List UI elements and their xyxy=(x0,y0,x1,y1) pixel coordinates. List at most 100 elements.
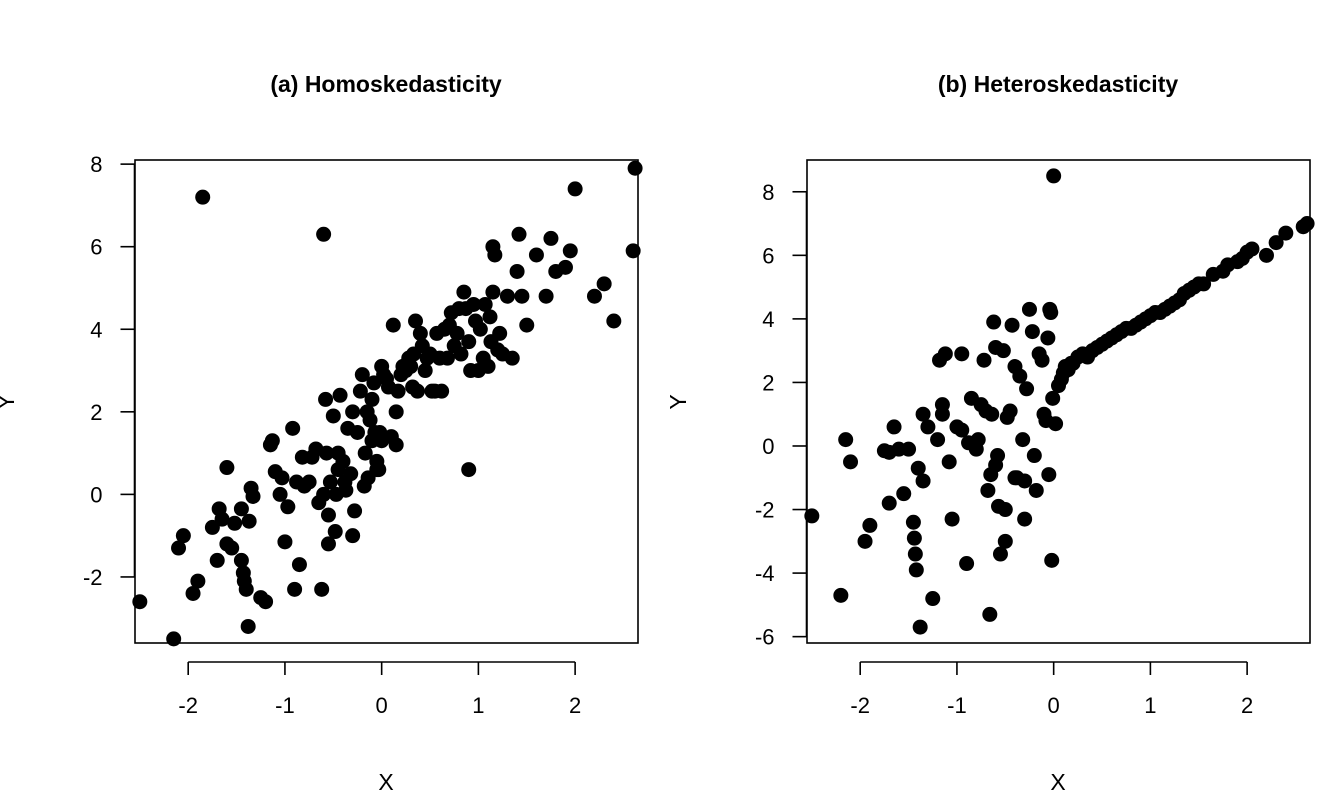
data-point xyxy=(557,259,573,275)
data-point xyxy=(910,460,926,476)
data-point xyxy=(403,358,419,374)
y-tick-label: -2 xyxy=(83,565,103,590)
y-tick-label: -4 xyxy=(755,561,775,586)
data-point xyxy=(1041,467,1057,483)
data-point xyxy=(272,486,288,502)
data-point xyxy=(362,412,378,428)
data-point xyxy=(456,284,472,300)
data-point xyxy=(132,594,148,610)
y-tick-label: -6 xyxy=(755,625,775,650)
panel-heteroskedasticity: (b) Heteroskedasticity -2 -1 0 1 2 -6 -4 -2 0 2 4 6… xyxy=(665,71,1315,795)
data-point xyxy=(1012,368,1028,384)
y-tick-label: -2 xyxy=(755,498,775,523)
data-point xyxy=(388,437,404,453)
data-point xyxy=(1026,448,1042,464)
data-point xyxy=(409,383,425,399)
data-point xyxy=(301,474,317,490)
data-point xyxy=(364,391,380,407)
data-point xyxy=(466,296,482,312)
data-point xyxy=(606,313,622,329)
data-point xyxy=(388,404,404,420)
data-point xyxy=(944,511,960,527)
data-point xyxy=(970,432,986,448)
x-tick-label: 2 xyxy=(569,693,581,718)
data-point xyxy=(984,406,1000,422)
x-tick-label: 1 xyxy=(1144,693,1156,718)
data-point xyxy=(1021,301,1037,317)
data-point xyxy=(175,528,191,544)
data-point xyxy=(240,618,256,634)
data-point xyxy=(357,445,373,461)
data-point xyxy=(245,488,261,504)
data-point xyxy=(185,585,201,601)
data-point xyxy=(833,587,849,603)
data-point xyxy=(477,296,493,312)
data-point xyxy=(959,556,975,572)
data-point xyxy=(1017,473,1033,489)
data-point xyxy=(316,486,332,502)
data-point xyxy=(280,499,296,515)
data-point xyxy=(862,517,878,533)
data-point xyxy=(509,263,525,279)
data-point xyxy=(171,540,187,556)
data-point xyxy=(1019,381,1035,397)
data-point xyxy=(345,528,361,544)
x-tick-label: -1 xyxy=(947,693,967,718)
data-point xyxy=(906,530,922,546)
data-point xyxy=(219,460,235,476)
y-tick-label: 2 xyxy=(90,400,102,425)
data-point xyxy=(528,247,544,263)
data-point xyxy=(1040,330,1056,346)
data-point xyxy=(976,352,992,368)
data-point xyxy=(915,406,931,422)
data-point xyxy=(327,524,343,540)
data-point xyxy=(241,513,257,529)
data-point xyxy=(986,314,1002,330)
chart-title: (b) Heteroskedasticity xyxy=(938,71,1179,97)
data-point xyxy=(314,581,330,597)
data-point xyxy=(511,226,527,242)
data-point xyxy=(954,422,970,438)
data-point xyxy=(627,160,643,176)
data-point xyxy=(997,533,1013,549)
data-point xyxy=(190,573,206,589)
data-point xyxy=(408,313,424,329)
data-point xyxy=(318,391,334,407)
data-point xyxy=(238,581,254,597)
data-point xyxy=(330,462,346,478)
data-point xyxy=(1196,276,1212,292)
data-point xyxy=(316,226,332,242)
data-point xyxy=(982,606,998,622)
data-points xyxy=(804,168,1315,635)
data-point xyxy=(195,189,211,205)
x-tick-label: -2 xyxy=(850,693,870,718)
x-tick-label: 1 xyxy=(472,693,484,718)
data-point xyxy=(980,482,996,498)
data-point xyxy=(347,503,363,519)
y-tick-label: 0 xyxy=(762,434,774,459)
data-point xyxy=(219,536,235,552)
x-tick-label: 0 xyxy=(1048,693,1060,718)
data-point xyxy=(1278,225,1294,241)
data-point xyxy=(434,383,450,399)
data-point xyxy=(997,502,1013,518)
data-point xyxy=(901,441,917,457)
data-point xyxy=(461,334,477,350)
y-tick-label: 0 xyxy=(90,482,102,507)
data-point xyxy=(1299,216,1315,232)
data-point xyxy=(1044,552,1060,568)
data-point xyxy=(449,325,465,341)
data-point xyxy=(596,276,612,292)
x-tick-label: -1 xyxy=(275,693,295,718)
data-point xyxy=(285,420,301,436)
data-point xyxy=(941,454,957,470)
y-tick-label: 6 xyxy=(762,243,774,268)
data-point xyxy=(349,424,365,440)
data-point xyxy=(1045,390,1061,406)
data-point xyxy=(277,534,293,550)
data-point xyxy=(352,383,368,399)
data-point xyxy=(992,546,1008,562)
data-point xyxy=(345,404,361,420)
y-tick-label: 6 xyxy=(90,235,102,260)
